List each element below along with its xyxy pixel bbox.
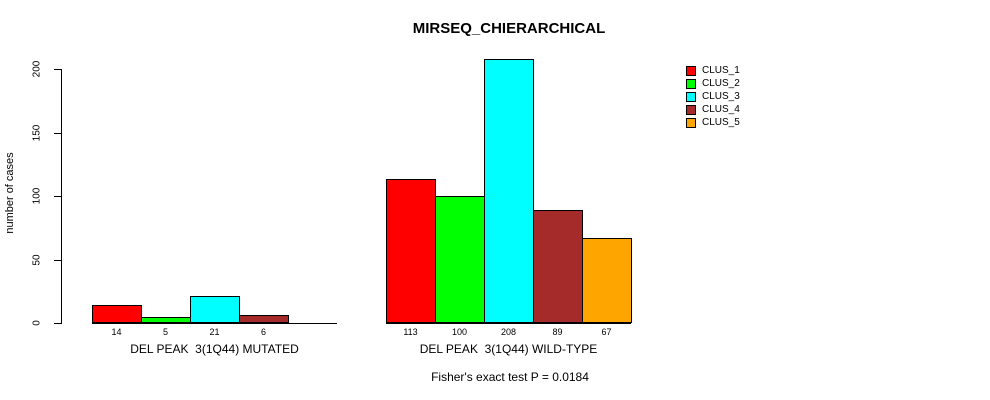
bar-clus-5 xyxy=(582,238,632,323)
bar-clus-3 xyxy=(190,296,240,323)
fisher-test-annotation: Fisher's exact test P = 0.0184 xyxy=(431,370,589,384)
bar-value-label: 5 xyxy=(162,327,169,337)
bar-value-label: 67 xyxy=(601,327,612,337)
bar-clus-2 xyxy=(141,317,191,323)
legend-swatch xyxy=(686,104,696,115)
bar-value-label: 113 xyxy=(403,327,418,337)
group-label: DEL PEAK 3(1Q44) WILD-TYPE xyxy=(419,342,598,356)
y-axis-tick-label: 0 xyxy=(31,320,43,326)
y-axis-tick-label: 50 xyxy=(31,253,43,266)
chart-title: MIRSEQ_CHIERARCHICAL xyxy=(412,20,606,37)
legend-swatch xyxy=(686,65,696,76)
group-label: DEL PEAK 3(1Q44) MUTATED xyxy=(130,342,299,356)
y-axis-tick xyxy=(54,259,61,261)
y-axis-tick xyxy=(54,196,61,197)
bar-value-label: 21 xyxy=(209,327,220,337)
y-axis-tick xyxy=(54,69,61,70)
y-axis-tick xyxy=(54,323,61,324)
legend: CLUS_1 CLUS_2 CLUS_3 CLUS_4 CLUS_5 xyxy=(686,65,740,130)
y-axis-tick-label: 150 xyxy=(31,124,43,141)
bar-value-label: 100 xyxy=(451,327,468,337)
y-axis-tick-label: 200 xyxy=(31,60,43,78)
legend-label: CLUS_4 xyxy=(702,104,740,115)
y-axis-label: number of cases xyxy=(4,152,16,234)
y-axis-line xyxy=(61,69,62,324)
legend-entry: CLUS_1 xyxy=(686,65,740,76)
bar-value-label: 89 xyxy=(552,327,563,337)
bar-clus-3 xyxy=(484,59,534,323)
legend-label: CLUS_3 xyxy=(702,91,740,102)
legend-entry: CLUS_5 xyxy=(686,117,740,128)
legend-entry: CLUS_2 xyxy=(686,78,740,89)
legend-swatch xyxy=(686,117,696,128)
legend-swatch xyxy=(686,78,696,89)
legend-label: CLUS_2 xyxy=(702,78,740,89)
bar-value-label: 6 xyxy=(260,327,267,337)
bar-clus-2 xyxy=(435,196,485,323)
legend-entry: CLUS_4 xyxy=(686,104,740,115)
legend-swatch xyxy=(686,91,696,102)
legend-label: CLUS_1 xyxy=(702,65,740,76)
y-axis-tick-label: 100 xyxy=(31,187,43,205)
bar-value-label: 14 xyxy=(111,327,122,337)
x-axis-baseline xyxy=(386,323,631,324)
legend-entry: CLUS_3 xyxy=(686,91,740,102)
bar-clus-1 xyxy=(386,179,436,323)
bar-clus-4 xyxy=(239,315,289,323)
bar-clus-1 xyxy=(92,305,142,323)
legend-label: CLUS_5 xyxy=(702,117,740,128)
x-axis-baseline xyxy=(92,323,337,324)
y-axis-tick xyxy=(54,132,61,134)
bar-clus-4 xyxy=(533,210,583,323)
bar-value-label: 208 xyxy=(500,327,517,337)
